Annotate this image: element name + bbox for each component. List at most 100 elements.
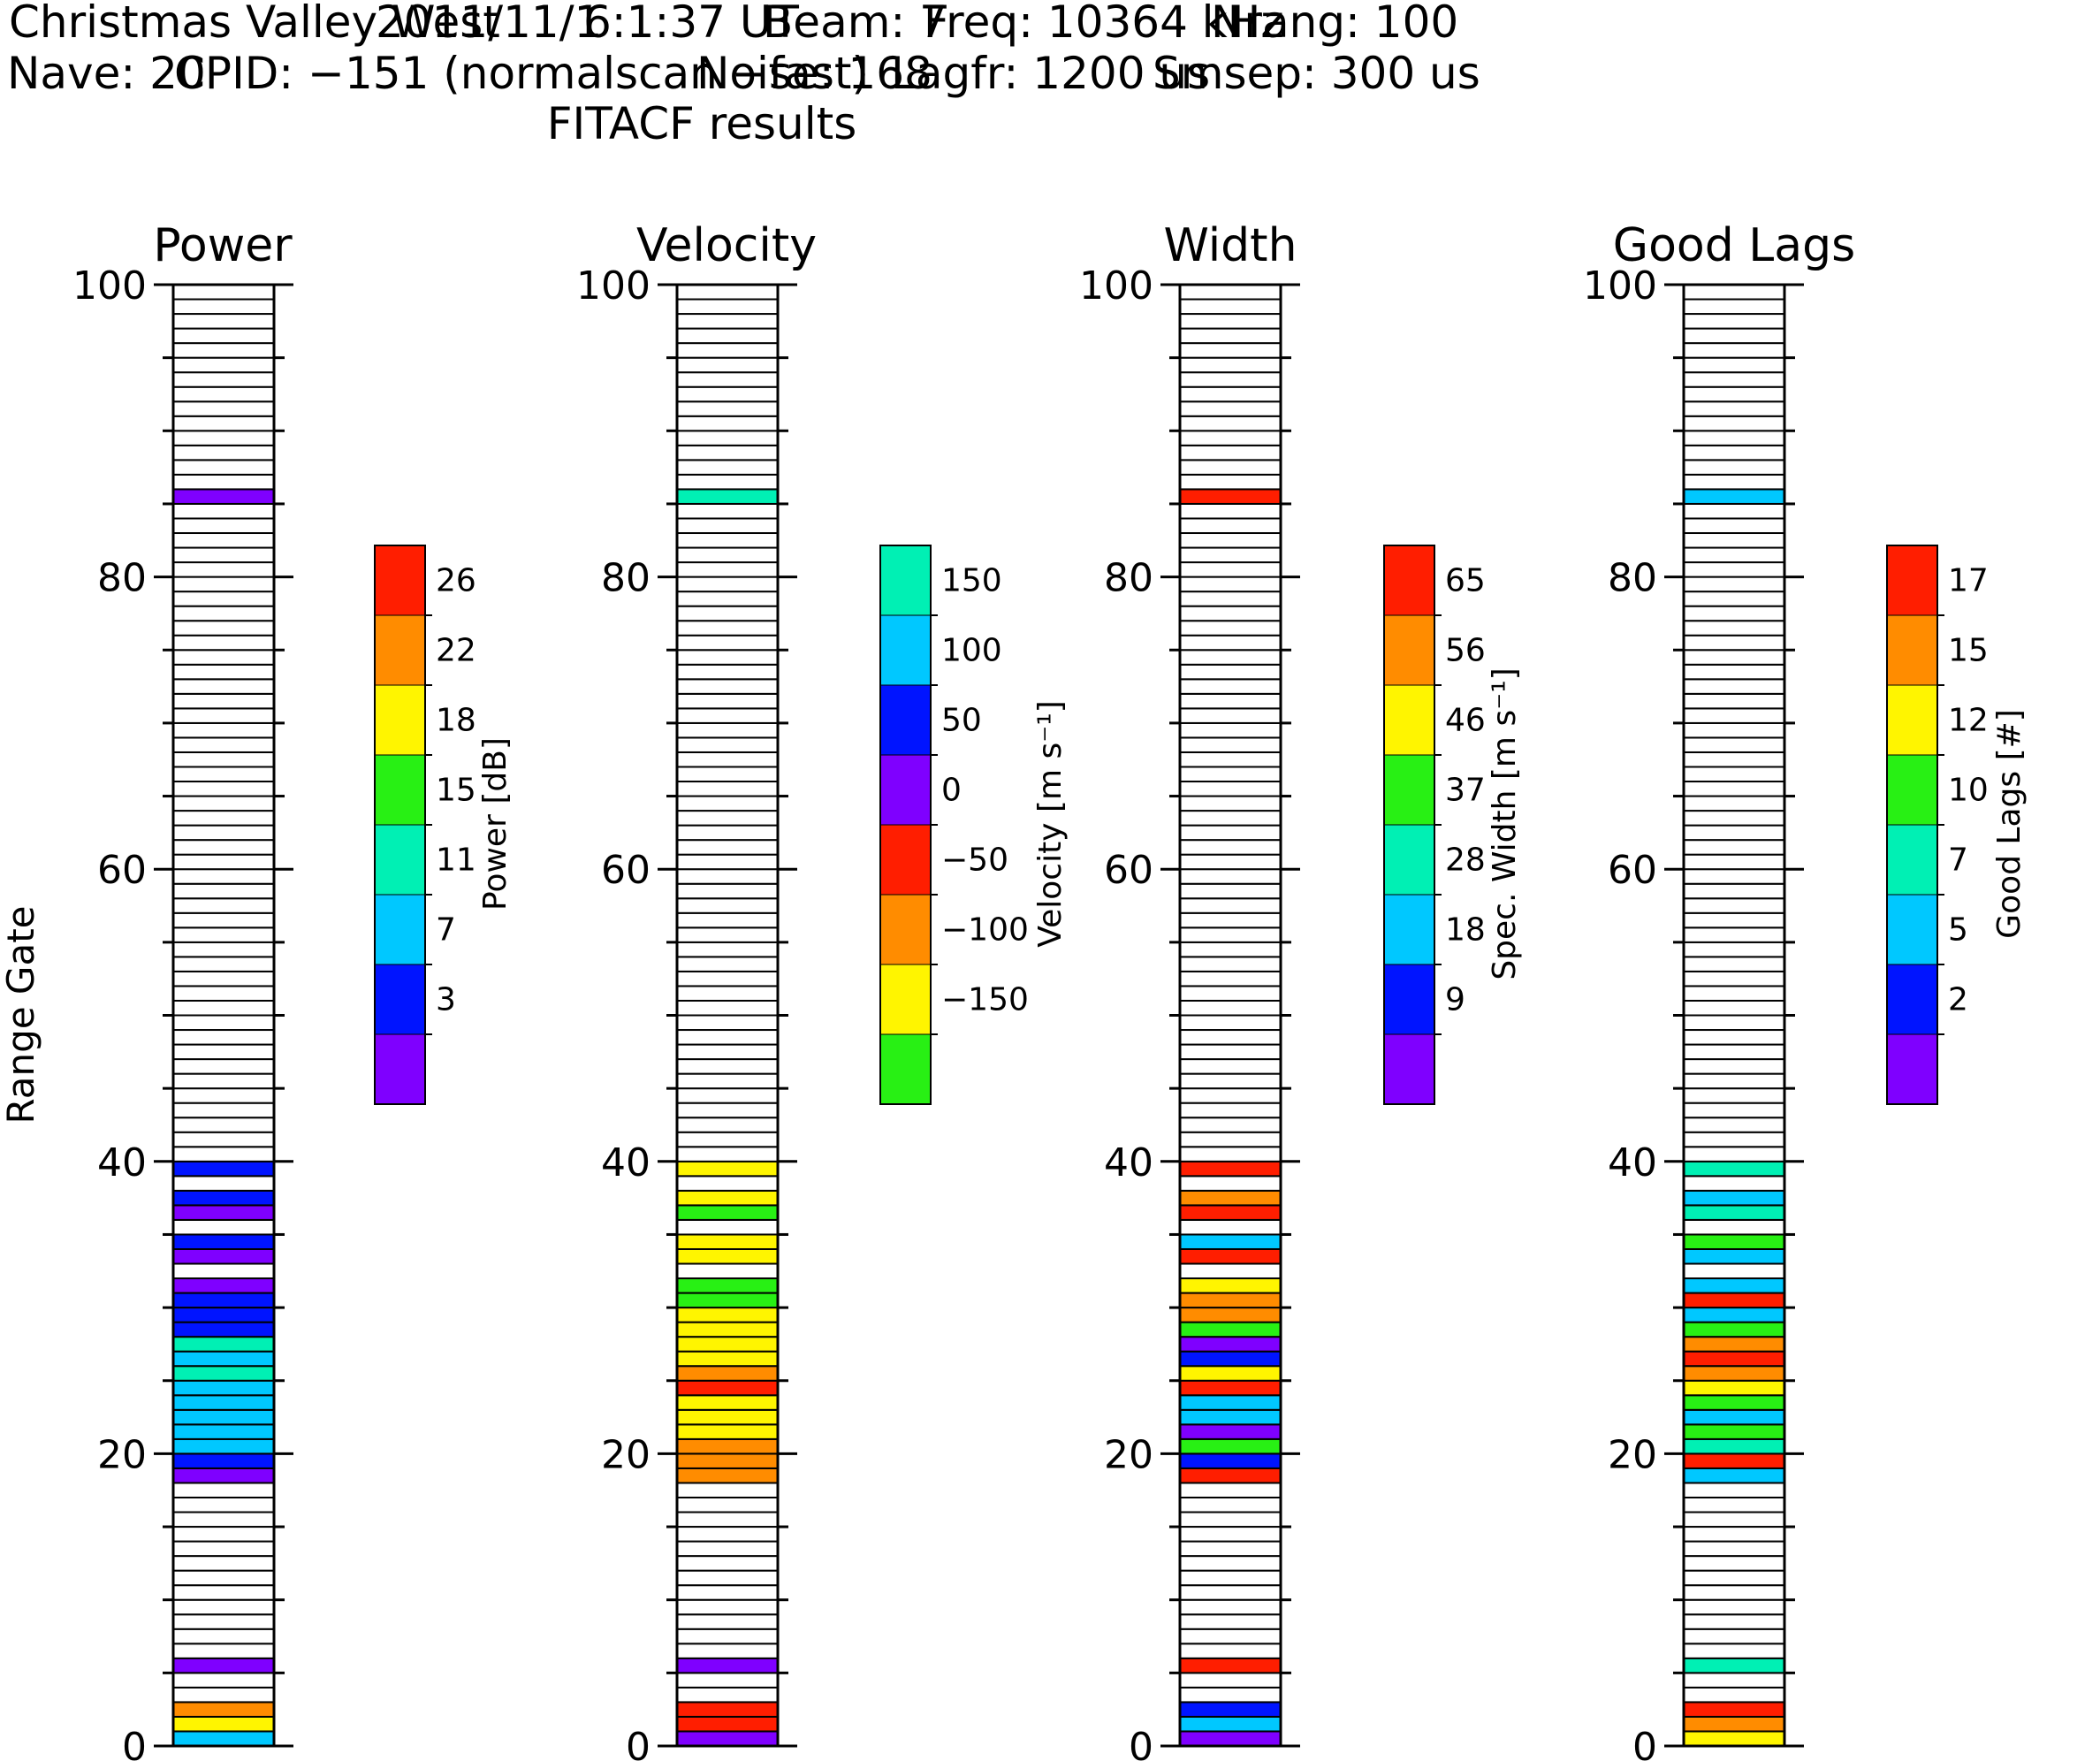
gate-cell bbox=[172, 649, 275, 666]
beam: Beam: 7 bbox=[763, 0, 947, 48]
gate-cell bbox=[1683, 1657, 1785, 1674]
gate-cell bbox=[676, 620, 779, 637]
y-tick-label: 0 bbox=[122, 1725, 147, 1761]
colorbar-tick-label: 17 bbox=[1948, 563, 1989, 599]
gate-cell bbox=[1683, 1277, 1785, 1294]
gate-cell bbox=[1683, 517, 1785, 535]
gate-cell bbox=[1683, 824, 1785, 842]
gate-cell bbox=[172, 721, 275, 739]
gate-cell bbox=[1179, 1496, 1282, 1513]
gate-cell bbox=[676, 941, 779, 958]
gate-cell bbox=[1683, 1029, 1785, 1046]
gate-cell bbox=[172, 488, 275, 505]
gate-cell bbox=[1683, 1131, 1785, 1148]
gate-cell bbox=[1683, 1117, 1785, 1133]
gate-cell bbox=[1683, 1189, 1785, 1207]
gate-cell bbox=[1683, 1496, 1785, 1513]
colorbar-tick-label: 3 bbox=[436, 982, 456, 1018]
gate-cell bbox=[676, 1526, 779, 1543]
gate-cell bbox=[172, 1292, 275, 1309]
gate-cell bbox=[676, 1408, 779, 1426]
colorbar-tick-label: −50 bbox=[941, 842, 1008, 879]
gate-cell bbox=[676, 868, 779, 885]
nrang: Nrang: 100 bbox=[1211, 0, 1459, 48]
gate-cell bbox=[1179, 766, 1282, 783]
colorbar-segment bbox=[879, 964, 932, 1035]
gate-cell bbox=[1179, 1657, 1282, 1674]
gate-cell bbox=[1683, 1102, 1785, 1119]
gate-cell bbox=[172, 561, 275, 578]
gate-cell bbox=[676, 634, 779, 652]
gate-cell bbox=[1179, 1408, 1282, 1426]
y-tick-label: 100 bbox=[1583, 263, 1657, 309]
gate-cell bbox=[676, 1672, 779, 1689]
gate-cell bbox=[676, 313, 779, 330]
gate-cell bbox=[676, 1584, 779, 1601]
gate-cell bbox=[172, 1598, 275, 1616]
gate-cell bbox=[172, 1218, 275, 1236]
gate-cell bbox=[1683, 327, 1785, 345]
gate-cell bbox=[1683, 941, 1785, 958]
gate-cell bbox=[172, 1555, 275, 1572]
gate-cell bbox=[1683, 1204, 1785, 1221]
gate-cell bbox=[1179, 517, 1282, 535]
gate-cell bbox=[676, 1247, 779, 1265]
colorbar-tick-label: 7 bbox=[1948, 842, 1968, 879]
gate-cell bbox=[172, 1262, 275, 1280]
gate-cell bbox=[1683, 956, 1785, 972]
gate-cell bbox=[172, 473, 275, 491]
colorbar-segment bbox=[1383, 545, 1435, 616]
gate-cell bbox=[1179, 1467, 1282, 1484]
gate-cell bbox=[172, 400, 275, 417]
gate-cell bbox=[676, 1307, 779, 1323]
gate-cell bbox=[676, 1482, 779, 1498]
gate-cell bbox=[1683, 561, 1785, 578]
colorbar-tick-label: 9 bbox=[1445, 982, 1465, 1018]
colorbar-segment bbox=[1886, 754, 1938, 826]
gate-cell bbox=[1179, 1307, 1282, 1323]
gate-cell bbox=[1179, 371, 1282, 388]
gate-cell bbox=[172, 751, 275, 768]
gate-cell bbox=[172, 298, 275, 316]
gate-cell bbox=[676, 1452, 779, 1469]
gate-cell bbox=[1179, 473, 1282, 491]
gate-cell bbox=[1179, 1715, 1282, 1733]
colorbar-label: Good Lags [#] bbox=[1991, 709, 2028, 939]
gate-cell bbox=[172, 1540, 275, 1558]
gate-cell bbox=[172, 313, 275, 330]
gate-cell bbox=[1683, 356, 1785, 374]
gate-cell bbox=[172, 1247, 275, 1265]
gate-cell bbox=[172, 970, 275, 987]
gate-cell bbox=[1683, 385, 1785, 403]
gate-cell bbox=[676, 1204, 779, 1221]
gate-cell bbox=[1179, 678, 1282, 695]
gate-cell bbox=[1683, 1072, 1785, 1090]
gate-cell bbox=[1179, 605, 1282, 622]
gate-cell bbox=[172, 1307, 275, 1323]
gate-cell bbox=[676, 576, 779, 593]
gate-cell bbox=[172, 1467, 275, 1484]
gate-cell bbox=[1179, 1277, 1282, 1294]
y-tick-label: 0 bbox=[626, 1725, 651, 1761]
gate-cell bbox=[676, 882, 779, 900]
gate-cell bbox=[1179, 897, 1282, 914]
y-tick-label: 20 bbox=[1104, 1432, 1153, 1477]
gate-cell bbox=[172, 1277, 275, 1294]
gate-cell bbox=[172, 1072, 275, 1090]
gate-cell bbox=[172, 415, 275, 432]
gate-cell bbox=[1179, 853, 1282, 871]
gate-cell bbox=[172, 385, 275, 403]
gate-cell bbox=[676, 1437, 779, 1455]
gate-cell bbox=[1179, 591, 1282, 607]
gate-cell bbox=[676, 810, 779, 827]
gate-cell bbox=[1179, 1043, 1282, 1061]
gate-cell bbox=[676, 459, 779, 476]
gate-cell bbox=[172, 546, 275, 564]
gate-cell bbox=[1179, 342, 1282, 359]
y-tick-label: 60 bbox=[97, 848, 147, 893]
gate-cell bbox=[1683, 1701, 1785, 1718]
gate-cell bbox=[1683, 911, 1785, 929]
gate-cell bbox=[172, 1496, 275, 1513]
gate-cell bbox=[1683, 1087, 1785, 1104]
gate-cell bbox=[172, 284, 275, 301]
